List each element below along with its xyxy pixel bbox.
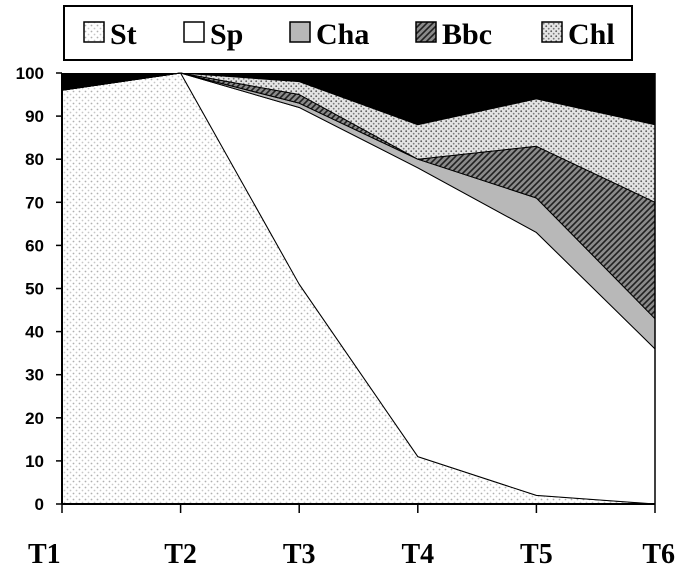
legend-swatch-chl <box>541 21 563 43</box>
y-tick-labels: 0 10 20 30 40 50 60 70 80 90 100 <box>16 64 44 514</box>
legend-item-bbc: Bbc <box>415 18 492 51</box>
legend-swatch-sp <box>183 21 205 43</box>
legend-label-st: St <box>110 18 137 51</box>
x-tick-label-t1: T1 <box>28 539 61 570</box>
y-tick-label: 90 <box>25 107 44 126</box>
axes <box>56 72 656 513</box>
x-tick-labels: T1 T2 T3 T4 T5 T6 <box>28 539 675 570</box>
legend-item-chl: Chl <box>541 18 615 51</box>
x-tick-label-t5: T5 <box>520 539 553 570</box>
x-tick-label-t6: T6 <box>642 539 675 570</box>
x-tick-label-t3: T3 <box>283 539 316 570</box>
y-tick-label: 20 <box>25 409 44 428</box>
legend-label-chl: Chl <box>568 18 615 51</box>
legend-swatch-st <box>83 21 105 43</box>
y-tick-label: 50 <box>25 280 44 299</box>
legend-swatch-cha <box>289 21 311 43</box>
legend-swatch-bbc <box>415 21 437 43</box>
legend-item-sp: Sp <box>183 18 243 51</box>
y-tick-label: 40 <box>25 323 44 342</box>
plot-areas <box>61 72 656 505</box>
y-tick-label: 70 <box>25 193 44 212</box>
y-tick-label: 0 <box>35 495 44 514</box>
y-tick-label: 100 <box>16 64 44 83</box>
x-tick-label-t4: T4 <box>401 539 434 570</box>
legend-label-cha: Cha <box>316 18 369 51</box>
y-tick-label: 10 <box>25 452 44 471</box>
legend-label-bbc: Bbc <box>442 18 492 51</box>
legend-box <box>63 5 633 61</box>
legend-label-sp: Sp <box>210 18 243 51</box>
legend-item-cha: Cha <box>289 18 369 51</box>
x-tick-label-t2: T2 <box>164 539 197 570</box>
legend-item-st: St <box>83 18 137 51</box>
y-tick-label: 80 <box>25 150 44 169</box>
y-tick-label: 60 <box>25 236 44 255</box>
y-tick-label: 30 <box>25 366 44 385</box>
legend: St Sp Cha Bbc Chl <box>83 18 615 51</box>
